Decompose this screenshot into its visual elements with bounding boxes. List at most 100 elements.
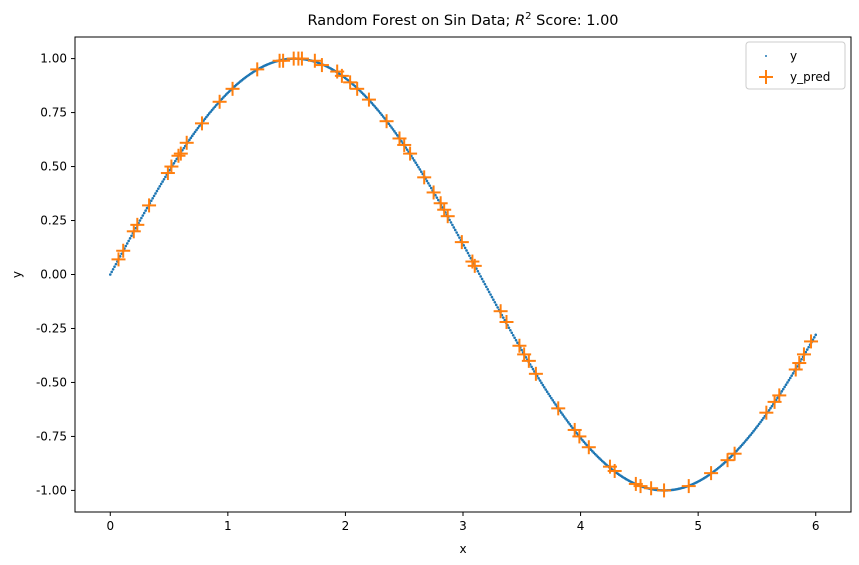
data-point bbox=[489, 293, 492, 296]
y-axis: -1.00 -0.75 -0.50 -0.25 0.00 0.25 0.50 0.75 1.00 bbox=[36, 52, 75, 497]
x-axis-label: x bbox=[459, 542, 466, 556]
data-point bbox=[463, 246, 467, 250]
data-point bbox=[516, 341, 519, 344]
pred-marker bbox=[433, 196, 448, 211]
data-point bbox=[130, 234, 133, 238]
data-point bbox=[414, 161, 417, 164]
data-point bbox=[451, 223, 454, 227]
pred-marker bbox=[727, 446, 742, 461]
pred-marker bbox=[788, 362, 803, 377]
data-point bbox=[142, 211, 146, 215]
data-point bbox=[192, 132, 195, 136]
x-tick-label: 5 bbox=[694, 519, 702, 533]
x-axis: 0 1 2 3 4 5 6 bbox=[106, 512, 820, 533]
pred-marker bbox=[512, 338, 527, 353]
x-tick-label: 6 bbox=[812, 519, 820, 533]
data-point bbox=[198, 124, 201, 128]
data-point bbox=[804, 350, 808, 354]
pred-marker bbox=[521, 353, 536, 368]
data-point bbox=[113, 265, 116, 269]
data-point bbox=[786, 381, 789, 384]
data-point bbox=[571, 426, 574, 430]
data-point bbox=[551, 398, 555, 402]
pred-marker bbox=[657, 483, 672, 498]
data-point bbox=[520, 348, 523, 352]
pred-marker bbox=[350, 81, 365, 96]
data-point bbox=[496, 306, 499, 309]
data-point bbox=[427, 181, 430, 185]
pred-marker bbox=[804, 334, 819, 349]
data-point bbox=[164, 175, 167, 179]
data-point bbox=[172, 161, 176, 165]
data-point bbox=[411, 156, 415, 160]
data-point bbox=[554, 403, 557, 406]
pred-marker bbox=[116, 243, 131, 258]
data-point bbox=[476, 269, 480, 273]
pred-marker bbox=[130, 217, 145, 232]
data-point bbox=[509, 328, 512, 332]
pred-marker bbox=[454, 235, 469, 250]
data-point bbox=[144, 209, 147, 212]
data-point bbox=[559, 411, 563, 414]
data-point bbox=[790, 374, 793, 377]
data-point bbox=[814, 333, 818, 337]
y-tick-label: 0.25 bbox=[40, 214, 67, 228]
data-point bbox=[379, 111, 382, 115]
pred-marker bbox=[225, 81, 240, 96]
data-point bbox=[128, 237, 132, 240]
pred-marker bbox=[417, 170, 432, 185]
data-point bbox=[791, 372, 795, 375]
pred-marker bbox=[361, 92, 376, 107]
data-point bbox=[800, 357, 803, 361]
data-point bbox=[152, 194, 156, 198]
data-point bbox=[125, 242, 129, 245]
pred-marker bbox=[467, 258, 482, 273]
data-point bbox=[155, 189, 159, 193]
data-point bbox=[514, 338, 518, 342]
data-point bbox=[417, 165, 420, 169]
pred-marker bbox=[681, 479, 696, 494]
data-point bbox=[465, 249, 468, 252]
pred-marker bbox=[644, 481, 659, 496]
legend-label-y-pred: y_pred bbox=[790, 70, 830, 84]
x-tick-label: 4 bbox=[577, 519, 585, 533]
data-point bbox=[485, 285, 488, 289]
data-point bbox=[428, 184, 432, 187]
data-point bbox=[757, 422, 761, 426]
data-point bbox=[490, 295, 494, 299]
data-point bbox=[140, 216, 143, 220]
data-point bbox=[383, 116, 386, 120]
legend-label-y: y bbox=[790, 49, 797, 63]
data-point bbox=[482, 280, 485, 283]
data-point bbox=[436, 198, 440, 202]
data-point bbox=[770, 404, 774, 408]
data-point bbox=[196, 126, 200, 130]
y-tick-label: 0.00 bbox=[40, 268, 67, 282]
pred-marker bbox=[720, 453, 735, 468]
pred-marker bbox=[607, 463, 622, 478]
data-point bbox=[190, 134, 194, 138]
data-point bbox=[157, 187, 160, 190]
data-point bbox=[456, 233, 460, 237]
data-point bbox=[561, 413, 564, 416]
data-point bbox=[542, 386, 546, 389]
data-point bbox=[568, 422, 572, 426]
data-point bbox=[569, 424, 573, 428]
data-point bbox=[755, 426, 758, 429]
pred-marker bbox=[759, 405, 774, 420]
data-point bbox=[114, 262, 118, 266]
data-point bbox=[390, 126, 393, 129]
y-tick-label: -0.50 bbox=[36, 375, 67, 389]
legend-marker-y bbox=[765, 55, 767, 57]
title-superscript: 2 bbox=[525, 11, 531, 22]
data-point bbox=[455, 231, 458, 234]
data-point bbox=[141, 214, 145, 217]
data-point bbox=[548, 394, 552, 398]
data-point bbox=[387, 122, 391, 126]
pred-marker bbox=[126, 224, 141, 239]
data-point bbox=[425, 179, 429, 183]
data-point bbox=[486, 288, 490, 291]
data-point bbox=[158, 184, 162, 188]
data-point bbox=[510, 331, 514, 335]
